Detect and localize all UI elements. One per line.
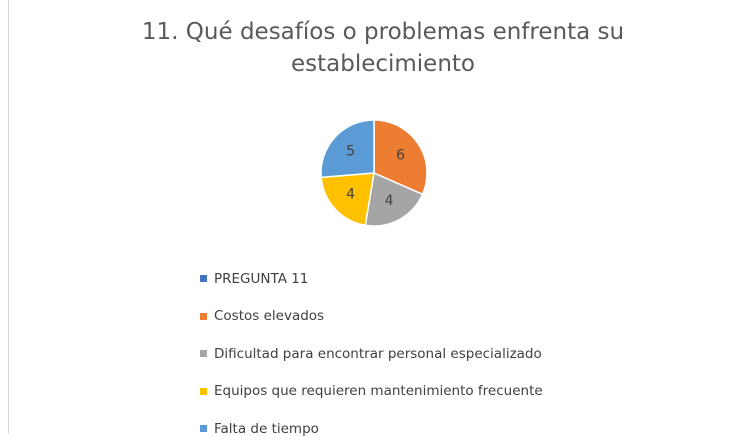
legend-swatch bbox=[200, 312, 207, 320]
chart-title: 11. Qué desafíos o problemas enfrenta su… bbox=[141, 19, 625, 77]
data-label: 6 bbox=[396, 148, 405, 164]
legend: PREGUNTA 11 Costos elevados Dificultad par… bbox=[200, 260, 543, 448]
data-label: 4 bbox=[346, 187, 355, 203]
pie-chart: 6 4 4 5 bbox=[320, 119, 428, 227]
pie-slice bbox=[373, 119, 428, 196]
legend-item: Equipos que requieren mantenimiento frec… bbox=[200, 373, 543, 411]
legend-label: Dificultad para encontrar personal espec… bbox=[214, 345, 542, 362]
data-label: 4 bbox=[385, 193, 394, 209]
legend-item: Dificultad para encontrar personal espec… bbox=[200, 335, 543, 373]
legend-swatch bbox=[200, 275, 207, 283]
legend-item: PREGUNTA 11 bbox=[200, 260, 543, 298]
legend-label: Equipos que requieren mantenimiento frec… bbox=[214, 383, 543, 400]
legend-swatch bbox=[200, 425, 207, 433]
legend-item: Costos elevados bbox=[200, 298, 543, 336]
pie-slice bbox=[320, 172, 375, 227]
pie-slice bbox=[364, 171, 424, 227]
legend-swatch bbox=[200, 350, 207, 358]
legend-label: Falta de tiempo bbox=[214, 420, 319, 437]
legend-swatch bbox=[200, 387, 207, 395]
data-label: 5 bbox=[346, 143, 355, 159]
legend-item: Falta de tiempo bbox=[200, 410, 543, 448]
pie-slice bbox=[320, 119, 375, 179]
legend-label: Costos elevados bbox=[214, 308, 325, 325]
chart-frame: 11. Qué desafíos o problemas enfrenta su… bbox=[8, 0, 738, 434]
legend-label: PREGUNTA 11 bbox=[214, 270, 309, 287]
